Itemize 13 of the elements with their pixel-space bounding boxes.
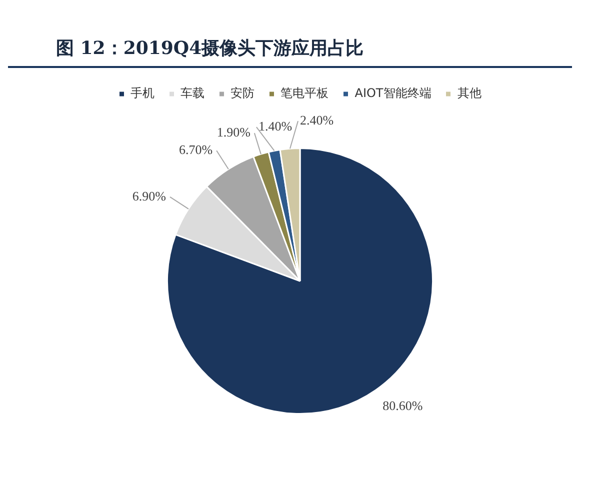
- data-label: 1.90%: [216, 124, 251, 140]
- legend-label: 手机: [130, 86, 155, 100]
- legend-label: 笔电平板: [280, 86, 329, 100]
- chart-title: 图 12：2019Q4摄像头下游应用占比: [8, 8, 572, 68]
- data-label: 1.40%: [258, 118, 292, 134]
- data-label: 6.70%: [178, 142, 213, 158]
- legend-label: 其他: [457, 86, 482, 100]
- data-label: 2.40%: [300, 112, 334, 128]
- data-label: 80.60%: [382, 398, 423, 413]
- data-label: 6.90%: [132, 188, 166, 204]
- legend-label: AIOT智能终端: [354, 86, 432, 100]
- legend-label: 车载: [180, 86, 205, 100]
- legend-label: 安防: [230, 86, 255, 100]
